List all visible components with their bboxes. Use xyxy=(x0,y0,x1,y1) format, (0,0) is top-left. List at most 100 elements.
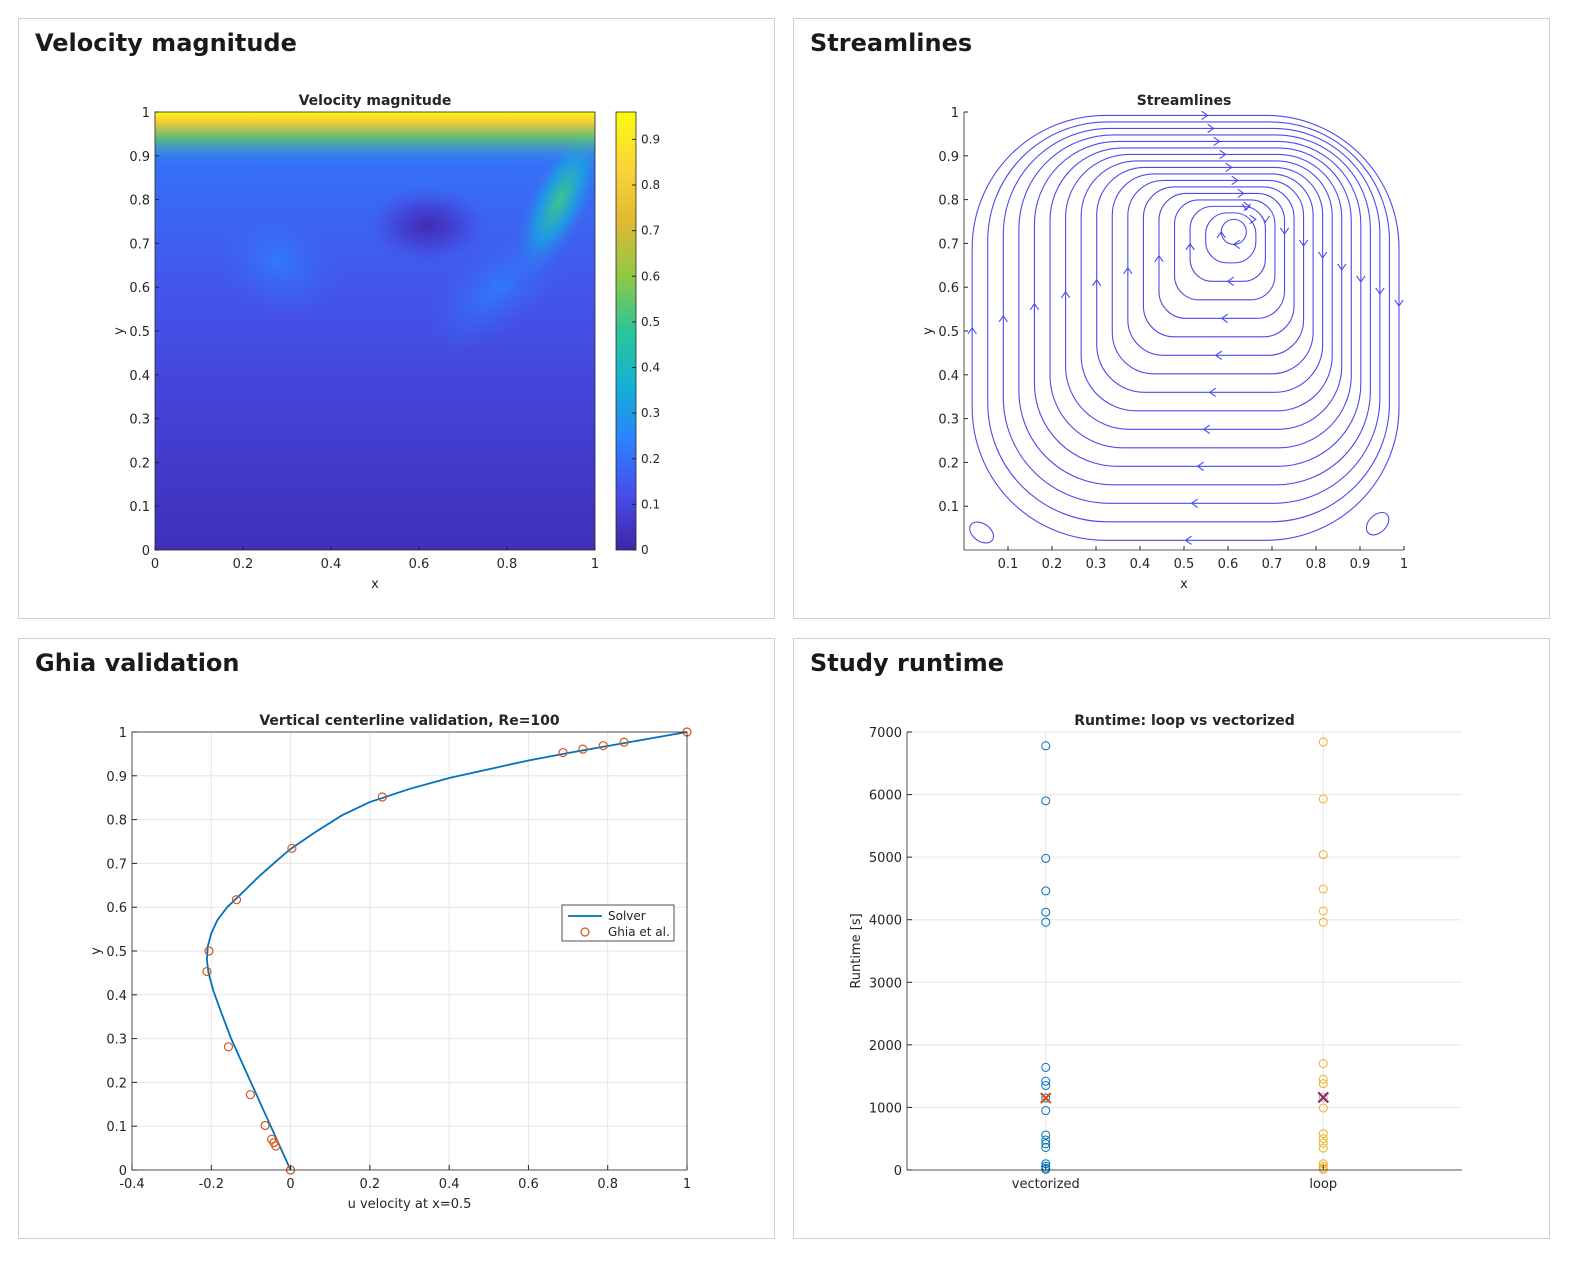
streamline-arrow xyxy=(1298,239,1309,247)
runtime-point xyxy=(1041,1093,1051,1103)
left-jet-region xyxy=(216,203,341,319)
y-tick-label: 0.1 xyxy=(106,1120,127,1135)
y-tick-label: 0.6 xyxy=(938,281,959,296)
streamline-arrow xyxy=(1237,188,1245,199)
y-tick-label: 0.8 xyxy=(106,814,127,829)
y-tick-label: 0.7 xyxy=(129,237,150,252)
streamline xyxy=(1033,140,1362,467)
y-tick-label: 0.6 xyxy=(129,281,150,296)
y-axis-label: y xyxy=(921,327,936,335)
y-tick-label: 0.4 xyxy=(129,369,150,384)
panel-study-runtime: Study runtime 0 1000 2000 3000 4000 5000 6000 7… xyxy=(793,638,1550,1239)
x-axis-label: x xyxy=(371,577,379,592)
ghia-point xyxy=(202,966,212,977)
streamline-arrow xyxy=(1375,287,1385,295)
ghia-validation-chart: -0.4 -0.2 0 0.2 0.4 0.6 0.8 1 0 0.1 0.2 0.3 0.4 0.5 0.… xyxy=(89,713,692,1212)
legend-label: Solver xyxy=(608,909,646,923)
colorbar-tick-label: 0.6 xyxy=(641,269,660,283)
runtime-point xyxy=(1318,1143,1328,1153)
streamline-arrow xyxy=(1184,535,1192,545)
streamline-arrow xyxy=(1202,424,1210,434)
streamline-arrow xyxy=(1123,266,1133,275)
legend: Solver Ghia et al. xyxy=(561,904,675,942)
ghia-point xyxy=(598,741,608,751)
runtime-point xyxy=(1318,906,1328,916)
streamline xyxy=(1220,218,1247,245)
streamline-arrow xyxy=(1226,276,1235,287)
colorbar-tick-label: 0.3 xyxy=(641,406,660,420)
colorbar-tick-label: 0.2 xyxy=(641,452,660,466)
runtime-point xyxy=(1318,1074,1328,1084)
x-tick-label: 0.2 xyxy=(360,1177,381,1192)
y-tick-label: 1 xyxy=(142,106,150,121)
streamline xyxy=(987,121,1390,523)
streamline xyxy=(1173,199,1276,301)
streamline-arrow xyxy=(1243,201,1251,212)
y-tick-label: 2000 xyxy=(869,1039,902,1054)
runtime-point xyxy=(1041,1130,1051,1140)
y-tick-label: 0.7 xyxy=(938,237,959,252)
ghia-point xyxy=(558,747,568,758)
runtime-chart: 0 1000 2000 3000 4000 5000 6000 7000 vectorized l… xyxy=(849,713,1462,1192)
ghia-point xyxy=(578,744,588,754)
y-tick-label: 0 xyxy=(119,1164,127,1179)
y-tick-label: 0.8 xyxy=(129,194,150,209)
streamline xyxy=(1049,147,1352,449)
streamline-arrow xyxy=(1356,275,1366,283)
streamline xyxy=(1018,134,1371,486)
y-axis-label: y xyxy=(112,327,127,335)
streamline-arrow xyxy=(1214,350,1223,360)
x-tick-label: 0.6 xyxy=(1218,557,1239,572)
x-tick-label: 0.8 xyxy=(497,557,518,572)
y-tick-label: 0.3 xyxy=(106,1033,127,1048)
runtime-point xyxy=(1041,907,1051,917)
y-tick-label: 0.6 xyxy=(106,901,127,916)
y-tick-label: 0.2 xyxy=(129,456,150,471)
velocity-magnitude-chart: 0 0.2 0.4 0.6 0.8 1 0 0.1 0.2 0.3 0.4 0.5 0.6 0.7 0.8 0… xyxy=(112,93,660,592)
y-tick-label: 4000 xyxy=(869,914,902,929)
runtime-point xyxy=(1318,1134,1328,1144)
streamline xyxy=(971,114,1400,541)
runtime-point xyxy=(1041,1062,1051,1072)
panel-title: Streamlines xyxy=(810,29,973,57)
colorbar xyxy=(615,111,637,551)
mean-marker xyxy=(1039,1092,1052,1104)
y-tick-label: 0.3 xyxy=(938,413,959,428)
runtime-point xyxy=(1318,1138,1328,1148)
y-tick-label: 1 xyxy=(119,726,127,741)
x-tick-label: 0.4 xyxy=(321,557,342,572)
panel-ghia-validation: Ghia validation -0.4 -0.2 0 0.2 0.4 0.6 0.8 1 0 0… xyxy=(18,638,775,1239)
x-tick-label: 0 xyxy=(151,557,159,572)
runtime-point xyxy=(1318,737,1328,747)
x-tick-label: 0.6 xyxy=(518,1177,539,1192)
streamline-arrow xyxy=(1190,498,1198,508)
streamline-arrow xyxy=(1208,387,1217,397)
lid-band xyxy=(155,112,595,165)
x-tick-label: 0.6 xyxy=(409,557,430,572)
field-background xyxy=(155,112,595,550)
runtime-point xyxy=(1318,794,1328,804)
streamline-arrow xyxy=(1220,313,1229,324)
ghia-point xyxy=(204,946,214,956)
y-tick-label: 0.4 xyxy=(938,369,959,384)
y-tick-label: 0.7 xyxy=(106,857,127,872)
y-tick-label: 0.5 xyxy=(938,325,959,340)
x-axis-label: u velocity at x=0.5 xyxy=(348,1197,472,1212)
legend-box xyxy=(561,904,675,942)
panel-title: Velocity magnitude xyxy=(35,29,297,57)
x-tick-label: 0.8 xyxy=(1306,557,1327,572)
streamline-arrow xyxy=(1029,302,1040,311)
ghia-point xyxy=(245,1090,255,1100)
secondary-vortex xyxy=(969,521,995,544)
runtime-point xyxy=(1041,1106,1051,1116)
runtime-point xyxy=(1318,850,1328,860)
runtime-point xyxy=(1318,1079,1328,1089)
solver-line xyxy=(206,731,688,1171)
colorbar-tick-label: 0.1 xyxy=(641,497,660,511)
y-tick-label: 7000 xyxy=(869,726,902,741)
x-tick-label: 0.2 xyxy=(1042,557,1063,572)
panel-title: Study runtime xyxy=(810,649,1005,677)
x-tick-label: 0 xyxy=(286,1177,294,1192)
ghia-point xyxy=(260,1120,270,1131)
y-tick-label: 0.9 xyxy=(106,770,127,785)
